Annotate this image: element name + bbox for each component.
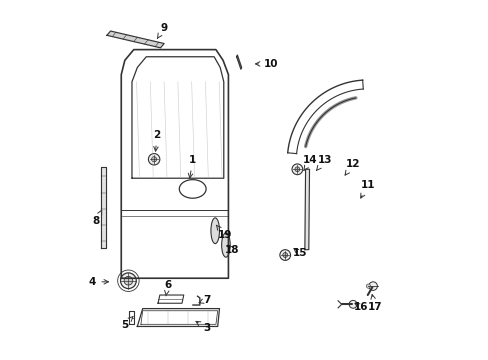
Text: 6: 6 (164, 280, 171, 296)
Text: 2: 2 (153, 130, 160, 151)
Circle shape (366, 284, 370, 288)
Circle shape (368, 282, 377, 291)
Text: 15: 15 (292, 248, 306, 258)
Polygon shape (236, 55, 241, 69)
Circle shape (151, 157, 156, 162)
Ellipse shape (210, 218, 219, 244)
Circle shape (291, 164, 302, 175)
Text: 7: 7 (199, 295, 210, 305)
Circle shape (282, 253, 287, 257)
Text: 13: 13 (316, 156, 331, 170)
Text: 9: 9 (157, 23, 167, 39)
Circle shape (279, 249, 290, 260)
Text: 4: 4 (89, 277, 108, 287)
Circle shape (121, 273, 136, 289)
Text: 10: 10 (255, 59, 278, 69)
Circle shape (124, 276, 132, 285)
Text: 5: 5 (121, 316, 133, 330)
Circle shape (148, 154, 160, 165)
Text: 11: 11 (360, 180, 374, 198)
Text: 14: 14 (303, 156, 317, 171)
Polygon shape (304, 169, 309, 249)
Text: 16: 16 (353, 302, 367, 312)
Text: 8: 8 (92, 210, 102, 226)
Circle shape (348, 300, 356, 308)
Text: 17: 17 (367, 294, 382, 312)
Text: 3: 3 (196, 321, 210, 333)
Polygon shape (107, 31, 164, 48)
Text: 1: 1 (188, 156, 196, 178)
Ellipse shape (221, 233, 230, 257)
Text: 19: 19 (216, 225, 232, 240)
Text: 12: 12 (345, 159, 360, 175)
Circle shape (294, 167, 299, 172)
Polygon shape (101, 167, 106, 248)
Text: 18: 18 (224, 245, 239, 255)
